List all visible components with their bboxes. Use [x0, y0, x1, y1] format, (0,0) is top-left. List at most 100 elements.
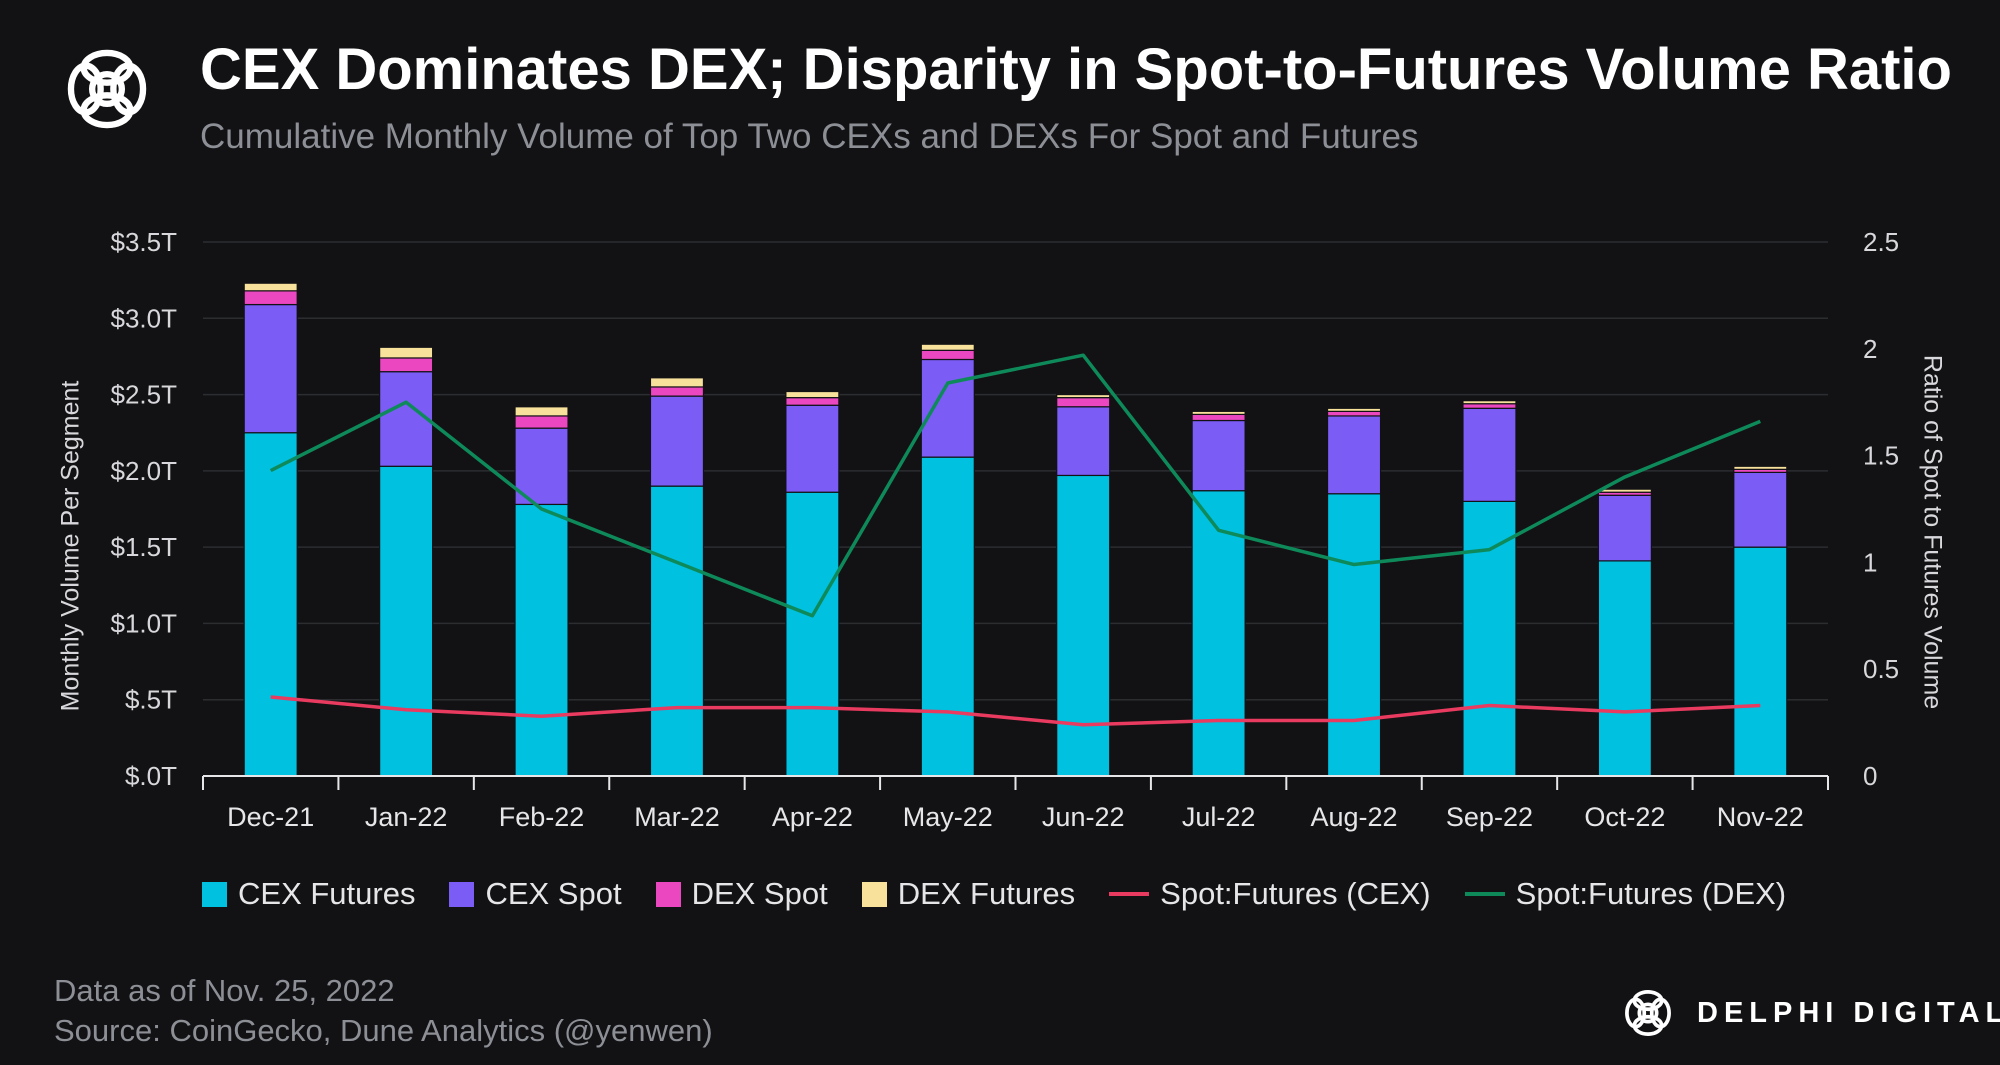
legend-item-ratio-dex: Spot:Futures (DEX)	[1464, 876, 1787, 912]
bar-cex-futures	[1056, 474, 1111, 777]
bar-cex-futures	[379, 465, 434, 777]
bar-cex-spot	[1056, 406, 1111, 477]
y-tick-label-right: 1.5	[1863, 441, 1899, 471]
brand-name: DELPHI DIGITAL	[1697, 996, 2000, 1029]
legend-item-ratio-cex: Spot:Futures (CEX)	[1109, 876, 1431, 912]
y-tick-label-right: 1	[1863, 547, 1877, 577]
bar-cex-spot	[920, 358, 975, 458]
bar-dex-spot	[1191, 413, 1246, 422]
bar-dex-futures	[514, 406, 569, 417]
knot-logo-icon	[67, 49, 147, 129]
y-tick-label: $1.5T	[111, 532, 178, 562]
bar-cex-futures	[785, 491, 840, 777]
x-tick-label: Aug-22	[1311, 802, 1398, 832]
bar-dex-futures	[1191, 410, 1246, 416]
bar-cex-futures	[649, 485, 705, 777]
bar-dex-futures	[649, 377, 705, 388]
bar-dex-spot	[649, 386, 705, 397]
legend-line-swatch	[1464, 892, 1505, 896]
bar-dex-spot	[1056, 397, 1111, 408]
x-tick-label: Nov-22	[1717, 802, 1804, 832]
bar-cex-futures	[243, 432, 298, 777]
bar-dex-futures	[1056, 393, 1111, 399]
legend-label: Spot:Futures (CEX)	[1160, 876, 1431, 911]
legend-swatch	[861, 881, 887, 907]
bar-dex-futures	[920, 343, 975, 351]
y-tick-label: $.5T	[125, 685, 177, 715]
bar-dex-spot	[1462, 403, 1517, 409]
legend-item-dex-spot: DEX Spot	[655, 876, 828, 912]
y-tick-label: $2.0T	[111, 456, 178, 486]
y-tick-label: $2.5T	[111, 380, 178, 410]
y-tick-label-right: 2.5	[1863, 227, 1899, 257]
bar-cex-spot	[1733, 471, 1788, 548]
y-tick-label: $3.0T	[111, 303, 178, 333]
bar-dex-spot	[243, 290, 298, 306]
legend-line-swatch	[1109, 892, 1150, 896]
legend-swatch	[449, 881, 475, 907]
x-tick-label: Dec-21	[227, 802, 314, 832]
line-spot-futures-dex-	[269, 353, 1761, 618]
legend-item-dex-futures: DEX Futures	[861, 876, 1076, 912]
bar-cex-spot	[243, 303, 298, 434]
bar-cex-spot	[1326, 415, 1382, 495]
bars	[243, 282, 1788, 777]
bar-dex-futures	[1733, 465, 1788, 470]
legend-item-cex-futures: CEX Futures	[202, 876, 415, 912]
bar-cex-futures	[920, 456, 975, 777]
legend-label: Spot:Futures (DEX)	[1515, 876, 1787, 911]
knot-logo-icon	[1625, 990, 1671, 1036]
bar-cex-futures	[1597, 560, 1652, 777]
y-axis-label-left: Monthly Volume Per Segment	[56, 380, 85, 712]
chart-legend: CEX Futures CEX Spot DEX Spot DEX Future…	[202, 876, 1786, 912]
legend-swatch	[655, 881, 681, 907]
legend-item-cex-spot: CEX Spot	[449, 876, 622, 912]
y-tick-label-right: 0	[1863, 761, 1877, 791]
y-tick-label-right: 2	[1863, 334, 1877, 364]
x-tick-label: Sep-22	[1446, 802, 1533, 832]
bar-cex-futures	[514, 503, 569, 777]
x-tick-label: Oct-22	[1584, 802, 1665, 832]
bar-dex-spot	[379, 357, 434, 373]
bar-dex-spot	[920, 349, 975, 361]
bar-dex-futures	[379, 346, 434, 359]
line-spot-futures-cex-	[270, 695, 1761, 727]
bar-cex-spot	[649, 395, 705, 487]
legend-label: CEX Spot	[485, 876, 622, 911]
x-tick-label: Apr-22	[772, 802, 853, 832]
source-note: Source: CoinGecko, Dune Analytics (@yenw…	[54, 1013, 713, 1048]
y-tick-label: $.0T	[125, 761, 177, 791]
bar-dex-futures	[243, 282, 298, 292]
bar-cex-spot	[785, 404, 840, 493]
bar-cex-spot	[1462, 407, 1517, 502]
x-tick-label: Jan-22	[365, 802, 448, 832]
bar-dex-spot	[514, 415, 569, 429]
axes: $.0T $.5T $1.0T $1.5T $2.0T $2.5T $3.0T $3.5T 0 0…	[111, 227, 1900, 832]
bar-dex-spot	[1326, 410, 1382, 417]
y-tick-label: $1.0T	[111, 608, 178, 638]
x-tick-label: Feb-22	[499, 802, 585, 832]
data-date-note: Data as of Nov. 25, 2022	[54, 973, 395, 1008]
bar-dex-futures	[1326, 407, 1382, 412]
bar-dex-futures	[785, 390, 840, 399]
bar-cex-spot	[1191, 419, 1246, 492]
legend-swatch	[202, 881, 227, 907]
bar-dex-spot	[785, 397, 840, 406]
x-tick-label: May-22	[903, 802, 993, 832]
brand-mark: DELPHI DIGITAL	[1617, 982, 2000, 1044]
x-tick-label: Jun-22	[1042, 802, 1125, 832]
y-axis-label-right: Ratio of Spot to Futures Volume	[1918, 354, 1947, 710]
ratio-lines	[269, 353, 1761, 727]
legend-label: DEX Futures	[897, 876, 1076, 911]
bar-cex-futures	[1462, 500, 1517, 777]
x-tick-label: Mar-22	[634, 802, 720, 832]
bar-dex-futures	[1597, 488, 1652, 493]
x-tick-label: Jul-22	[1182, 802, 1256, 832]
bar-cex-spot	[1597, 494, 1652, 562]
bar-cex-spot	[514, 427, 569, 506]
y-tick-label: $3.5T	[111, 227, 178, 257]
page-subtitle: Cumulative Monthly Volume of Top Two CEX…	[200, 117, 1419, 156]
legend-label: DEX Spot	[691, 876, 828, 911]
page-title: CEX Dominates DEX; Disparity in Spot-to-…	[200, 37, 1952, 102]
